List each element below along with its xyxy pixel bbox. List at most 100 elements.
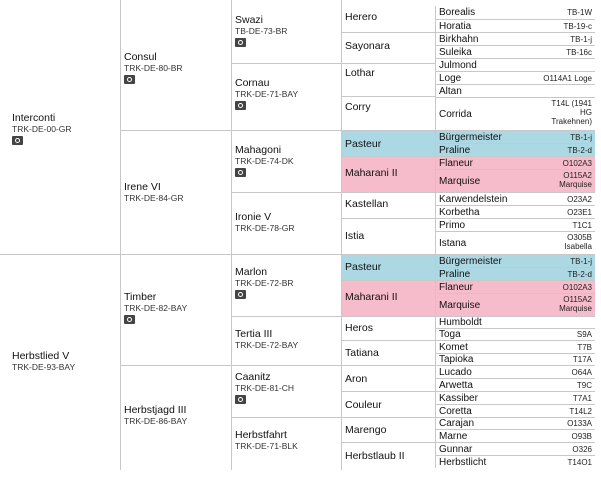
horse-name[interactable]: Carajan — [439, 418, 475, 429]
registration-number: TRK-DE-00-GR — [12, 124, 72, 134]
horse-name[interactable]: Ironie V — [235, 211, 272, 223]
horse-name[interactable]: Altan — [439, 86, 462, 97]
registration-number: T7A1 — [572, 394, 592, 403]
horse-name[interactable]: Corry — [345, 101, 371, 113]
horse-name[interactable]: Suleika — [439, 47, 472, 58]
horse-name[interactable]: Couleur — [345, 399, 382, 411]
pedigree-cell-gen5: Herbstlicht T14O1 — [435, 455, 595, 468]
horse-name[interactable]: Flaneur — [439, 158, 473, 169]
horse-name[interactable]: Herbstlaub II — [345, 450, 405, 462]
horse-name[interactable]: Korbetha — [439, 207, 480, 218]
horse-name[interactable]: Mahagoni — [235, 144, 282, 156]
horse-name[interactable]: Aron — [345, 373, 368, 385]
registration-number: TRK-DE-81-CH — [235, 383, 295, 393]
pedigree-cell-gen5: Kassiber T7A1 — [435, 391, 595, 404]
pedigree-cell-gen5: Coretta T14L2 — [435, 404, 595, 417]
horse-name[interactable]: Maharani II — [345, 291, 398, 303]
horse-name[interactable]: Istana — [439, 238, 467, 249]
horse-name[interactable]: Corrida — [439, 109, 472, 120]
registration-number: O102A3 — [562, 283, 592, 292]
pedigree-cell-gen5: Karwendelstein O23A2 — [435, 192, 595, 205]
camera-icon[interactable] — [235, 101, 246, 110]
horse-name[interactable]: Heros — [345, 322, 374, 334]
horse-name[interactable]: Maharani II — [345, 167, 398, 179]
horse-name[interactable]: Primo — [439, 220, 466, 231]
horse-name[interactable]: Cornau — [235, 77, 270, 89]
horse-name[interactable]: Herbstfahrt — [235, 429, 287, 441]
horse-name[interactable]: Bürgermeister — [439, 256, 502, 267]
camera-icon[interactable] — [235, 38, 246, 47]
camera-icon[interactable] — [124, 315, 135, 324]
horse-name[interactable]: Arwetta — [439, 380, 473, 391]
registration-number: TB-2-d — [567, 146, 592, 155]
horse-name[interactable]: Praline — [439, 269, 471, 280]
camera-icon[interactable] — [12, 136, 23, 145]
horse-name[interactable]: Herero — [345, 11, 378, 23]
horse-name[interactable]: Lothar — [345, 67, 375, 79]
pedigree-cell-gen5: Julmond — [435, 58, 595, 71]
horse-name[interactable]: Pasteur — [345, 261, 382, 273]
horse-name[interactable]: Marne — [439, 431, 468, 442]
horse-name[interactable]: Kastellan — [345, 198, 389, 210]
horse-name[interactable]: Sayonara — [345, 40, 390, 52]
pedigree-cell-gen4: Lothar — [341, 63, 435, 96]
pedigree-cell-gen5: Arwetta T9C — [435, 378, 595, 391]
horse-name[interactable]: Pasteur — [345, 138, 382, 150]
horse-name[interactable]: Julmond — [439, 60, 477, 71]
registration-number: TRK-DE-86-BAY — [124, 416, 188, 426]
registration-number: S9A — [576, 330, 592, 339]
horse-name[interactable]: Borealis — [439, 7, 476, 18]
horse-name[interactable]: Flaneur — [439, 282, 473, 293]
pedigree-cell-gen4: Couleur — [341, 391, 435, 417]
horse-name[interactable]: Coretta — [439, 406, 472, 417]
pedigree-cell-gen3: Tertia III TRK-DE-72-BAY — [231, 316, 341, 365]
horse-name[interactable]: Irene VI — [124, 181, 161, 193]
horse-name[interactable]: Tapioka — [439, 354, 474, 365]
horse-name[interactable]: Timber — [124, 291, 157, 303]
horse-name[interactable]: Herbstlicht — [439, 457, 487, 468]
horse-name[interactable]: Caanitz — [235, 371, 271, 383]
horse-name[interactable]: Humboldt — [439, 317, 482, 328]
horse-name[interactable]: Istia — [345, 230, 365, 242]
horse-name[interactable]: Kassiber — [439, 393, 478, 404]
horse-name[interactable]: Birkhahn — [439, 34, 479, 45]
horse-name[interactable]: Loge — [439, 73, 462, 84]
horse-name[interactable]: Toga — [439, 329, 461, 340]
registration-number: TRK-DE-78-GR — [235, 223, 295, 233]
horse-name[interactable]: Tertia III — [235, 328, 273, 340]
horse-name[interactable]: Consul — [124, 51, 157, 63]
horse-name[interactable]: Gunnar — [439, 444, 473, 455]
horse-name[interactable]: Karwendelstein — [439, 194, 508, 205]
camera-icon[interactable] — [124, 75, 135, 84]
pedigree-cell-gen5: Flaneur O102A3 — [435, 280, 595, 293]
registration-number: O23E1 — [567, 208, 592, 217]
camera-icon[interactable] — [235, 290, 246, 299]
horse-name[interactable]: Bürgermeister — [439, 132, 502, 143]
horse-name[interactable]: Interconti — [12, 112, 56, 124]
horse-name[interactable]: Lucado — [439, 367, 472, 378]
pedigree-cell-gen3: Mahagoni TRK-DE-74-DK — [231, 130, 341, 192]
horse-name[interactable]: Herbstlied V — [12, 350, 70, 362]
horse-name[interactable]: Komet — [439, 342, 468, 353]
registration-number: TRK-DE-72-BR — [235, 278, 294, 288]
registration-number: O23A2 — [567, 195, 592, 204]
pedigree-cell-gen4: Maharani II — [341, 280, 435, 316]
horse-name[interactable]: Marengo — [345, 424, 387, 436]
pedigree-cell-gen4: Herbstlaub II — [341, 442, 435, 470]
pedigree-cell-gen3: Swazi TB-DE-73-BR — [231, 0, 341, 63]
pedigree-cell-gen4: Sayonara — [341, 32, 435, 63]
horse-name[interactable]: Praline — [439, 145, 471, 156]
horse-name[interactable]: Tatiana — [345, 347, 379, 359]
horse-name[interactable]: Swazi — [235, 14, 264, 26]
horse-name[interactable]: Marquise — [439, 300, 481, 311]
camera-icon[interactable] — [235, 395, 246, 404]
horse-name[interactable]: Horatia — [439, 21, 472, 32]
pedigree-cell-gen5: Bürgermeister TB-1-j — [435, 254, 595, 267]
horse-name[interactable]: Marquise — [439, 176, 481, 187]
horse-name[interactable]: Herbstjagd III — [124, 404, 187, 416]
horse-name[interactable]: Marlon — [235, 266, 268, 278]
camera-icon[interactable] — [235, 168, 246, 177]
pedigree-cell-gen5: Humboldt — [435, 316, 595, 328]
registration-number: TB-DE-73-BR — [235, 26, 288, 36]
registration-number: T17A — [572, 355, 592, 364]
